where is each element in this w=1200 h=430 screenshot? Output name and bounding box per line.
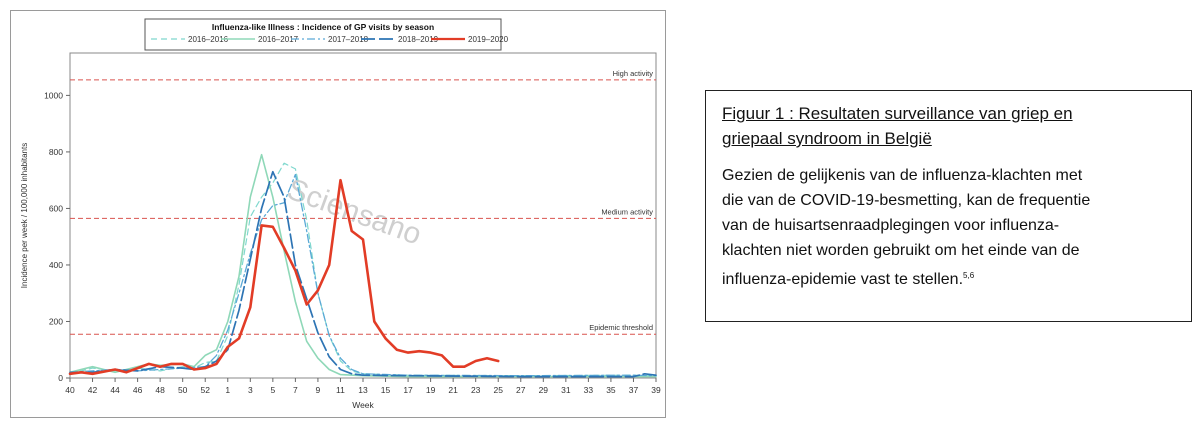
- y-tick-label: 200: [49, 316, 63, 326]
- x-tick-label: 17: [403, 385, 413, 395]
- threshold-label: High activity: [613, 69, 654, 78]
- threshold-label: Medium activity: [601, 207, 653, 216]
- caption-body: Gezien de gelijkenis van de influenza-kl…: [722, 163, 1176, 292]
- legend-label: 2016–2016: [188, 35, 229, 44]
- x-tick-label: 1: [225, 385, 230, 395]
- x-tick-label: 19: [426, 385, 436, 395]
- caption-line: die van de COVID-19-besmetting, kan de f…: [722, 192, 1091, 209]
- caption-line: Gezien de gelijkenis van de influenza-kl…: [722, 167, 1083, 184]
- legend-label: 2018–2019: [398, 35, 439, 44]
- series-line: [69, 153, 657, 378]
- y-tick-label: 600: [49, 203, 63, 213]
- caption-title-line1: Figuur 1 : Resultaten surveillance van g…: [722, 104, 1073, 123]
- chart-title: Influenza-like Illness : Incidence of GP…: [212, 22, 434, 32]
- x-tick-label: 48: [155, 385, 165, 395]
- caption-line: van de huisartsenraadplegingen voor infl…: [722, 217, 1060, 234]
- x-tick-label: 35: [606, 385, 616, 395]
- x-tick-label: 21: [448, 385, 458, 395]
- x-tick-label: 29: [539, 385, 549, 395]
- x-tick-label: 33: [584, 385, 594, 395]
- legend-label: 2016–2017: [258, 35, 299, 44]
- caption-title: Figuur 1 : Resultaten surveillance van g…: [722, 101, 1176, 151]
- series-line: [69, 173, 657, 377]
- series-line: [69, 162, 657, 377]
- y-axis-label: Incidence per week / 100,000 inhabitants: [20, 143, 29, 288]
- x-tick-label: 39: [651, 385, 661, 395]
- series-line: [68, 178, 500, 376]
- x-tick-label: 27: [516, 385, 526, 395]
- x-tick-label: 25: [493, 385, 503, 395]
- y-tick-label: 0: [58, 373, 63, 383]
- x-tick-label: 11: [336, 385, 345, 395]
- x-tick-label: 42: [88, 385, 98, 395]
- caption-line: klachten niet worden gebruikt om het ein…: [722, 242, 1080, 259]
- x-tick-label: 40: [65, 385, 75, 395]
- x-tick-label: 15: [381, 385, 391, 395]
- x-tick-label: 31: [561, 385, 571, 395]
- legend-box: [144, 18, 502, 51]
- chart-legend: Influenza-like Illness : Incidence of GP…: [144, 18, 509, 51]
- series-line: [69, 170, 657, 378]
- legend-label: 2017–2018: [328, 35, 369, 44]
- caption-title-line2: griepaal syndroom in België: [722, 129, 932, 148]
- x-tick-label: 37: [629, 385, 639, 395]
- y-tick-label: 400: [49, 260, 63, 270]
- y-tick-label: 800: [49, 147, 63, 157]
- caption-line: influenza-epidemie vast te stellen.: [722, 271, 964, 288]
- x-tick-label: 50: [178, 385, 188, 395]
- x-tick-label: 23: [471, 385, 481, 395]
- x-tick-label: 13: [358, 385, 368, 395]
- y-tick-label: 1000: [44, 90, 63, 100]
- x-tick-label: 9: [316, 385, 321, 395]
- x-tick-label: 44: [110, 385, 120, 395]
- caption-reference: 5,6: [963, 271, 975, 280]
- x-tick-label: 5: [270, 385, 275, 395]
- influenza-chart: Influenza-like Illness : Incidence of GP…: [20, 18, 661, 410]
- figure-caption-box: Figuur 1 : Resultaten surveillance van g…: [705, 90, 1192, 322]
- watermark-text: Sciensano: [283, 173, 426, 252]
- x-axis-label: Week: [352, 400, 374, 410]
- x-tick-label: 7: [293, 385, 298, 395]
- x-tick-label: 3: [248, 385, 253, 395]
- legend-label: 2019–2020: [468, 35, 509, 44]
- x-tick-label: 52: [200, 385, 210, 395]
- chart-panel: Influenza-like Illness : Incidence of GP…: [10, 10, 666, 418]
- x-tick-label: 46: [133, 385, 143, 395]
- threshold-label: Epidemic threshold: [589, 323, 653, 332]
